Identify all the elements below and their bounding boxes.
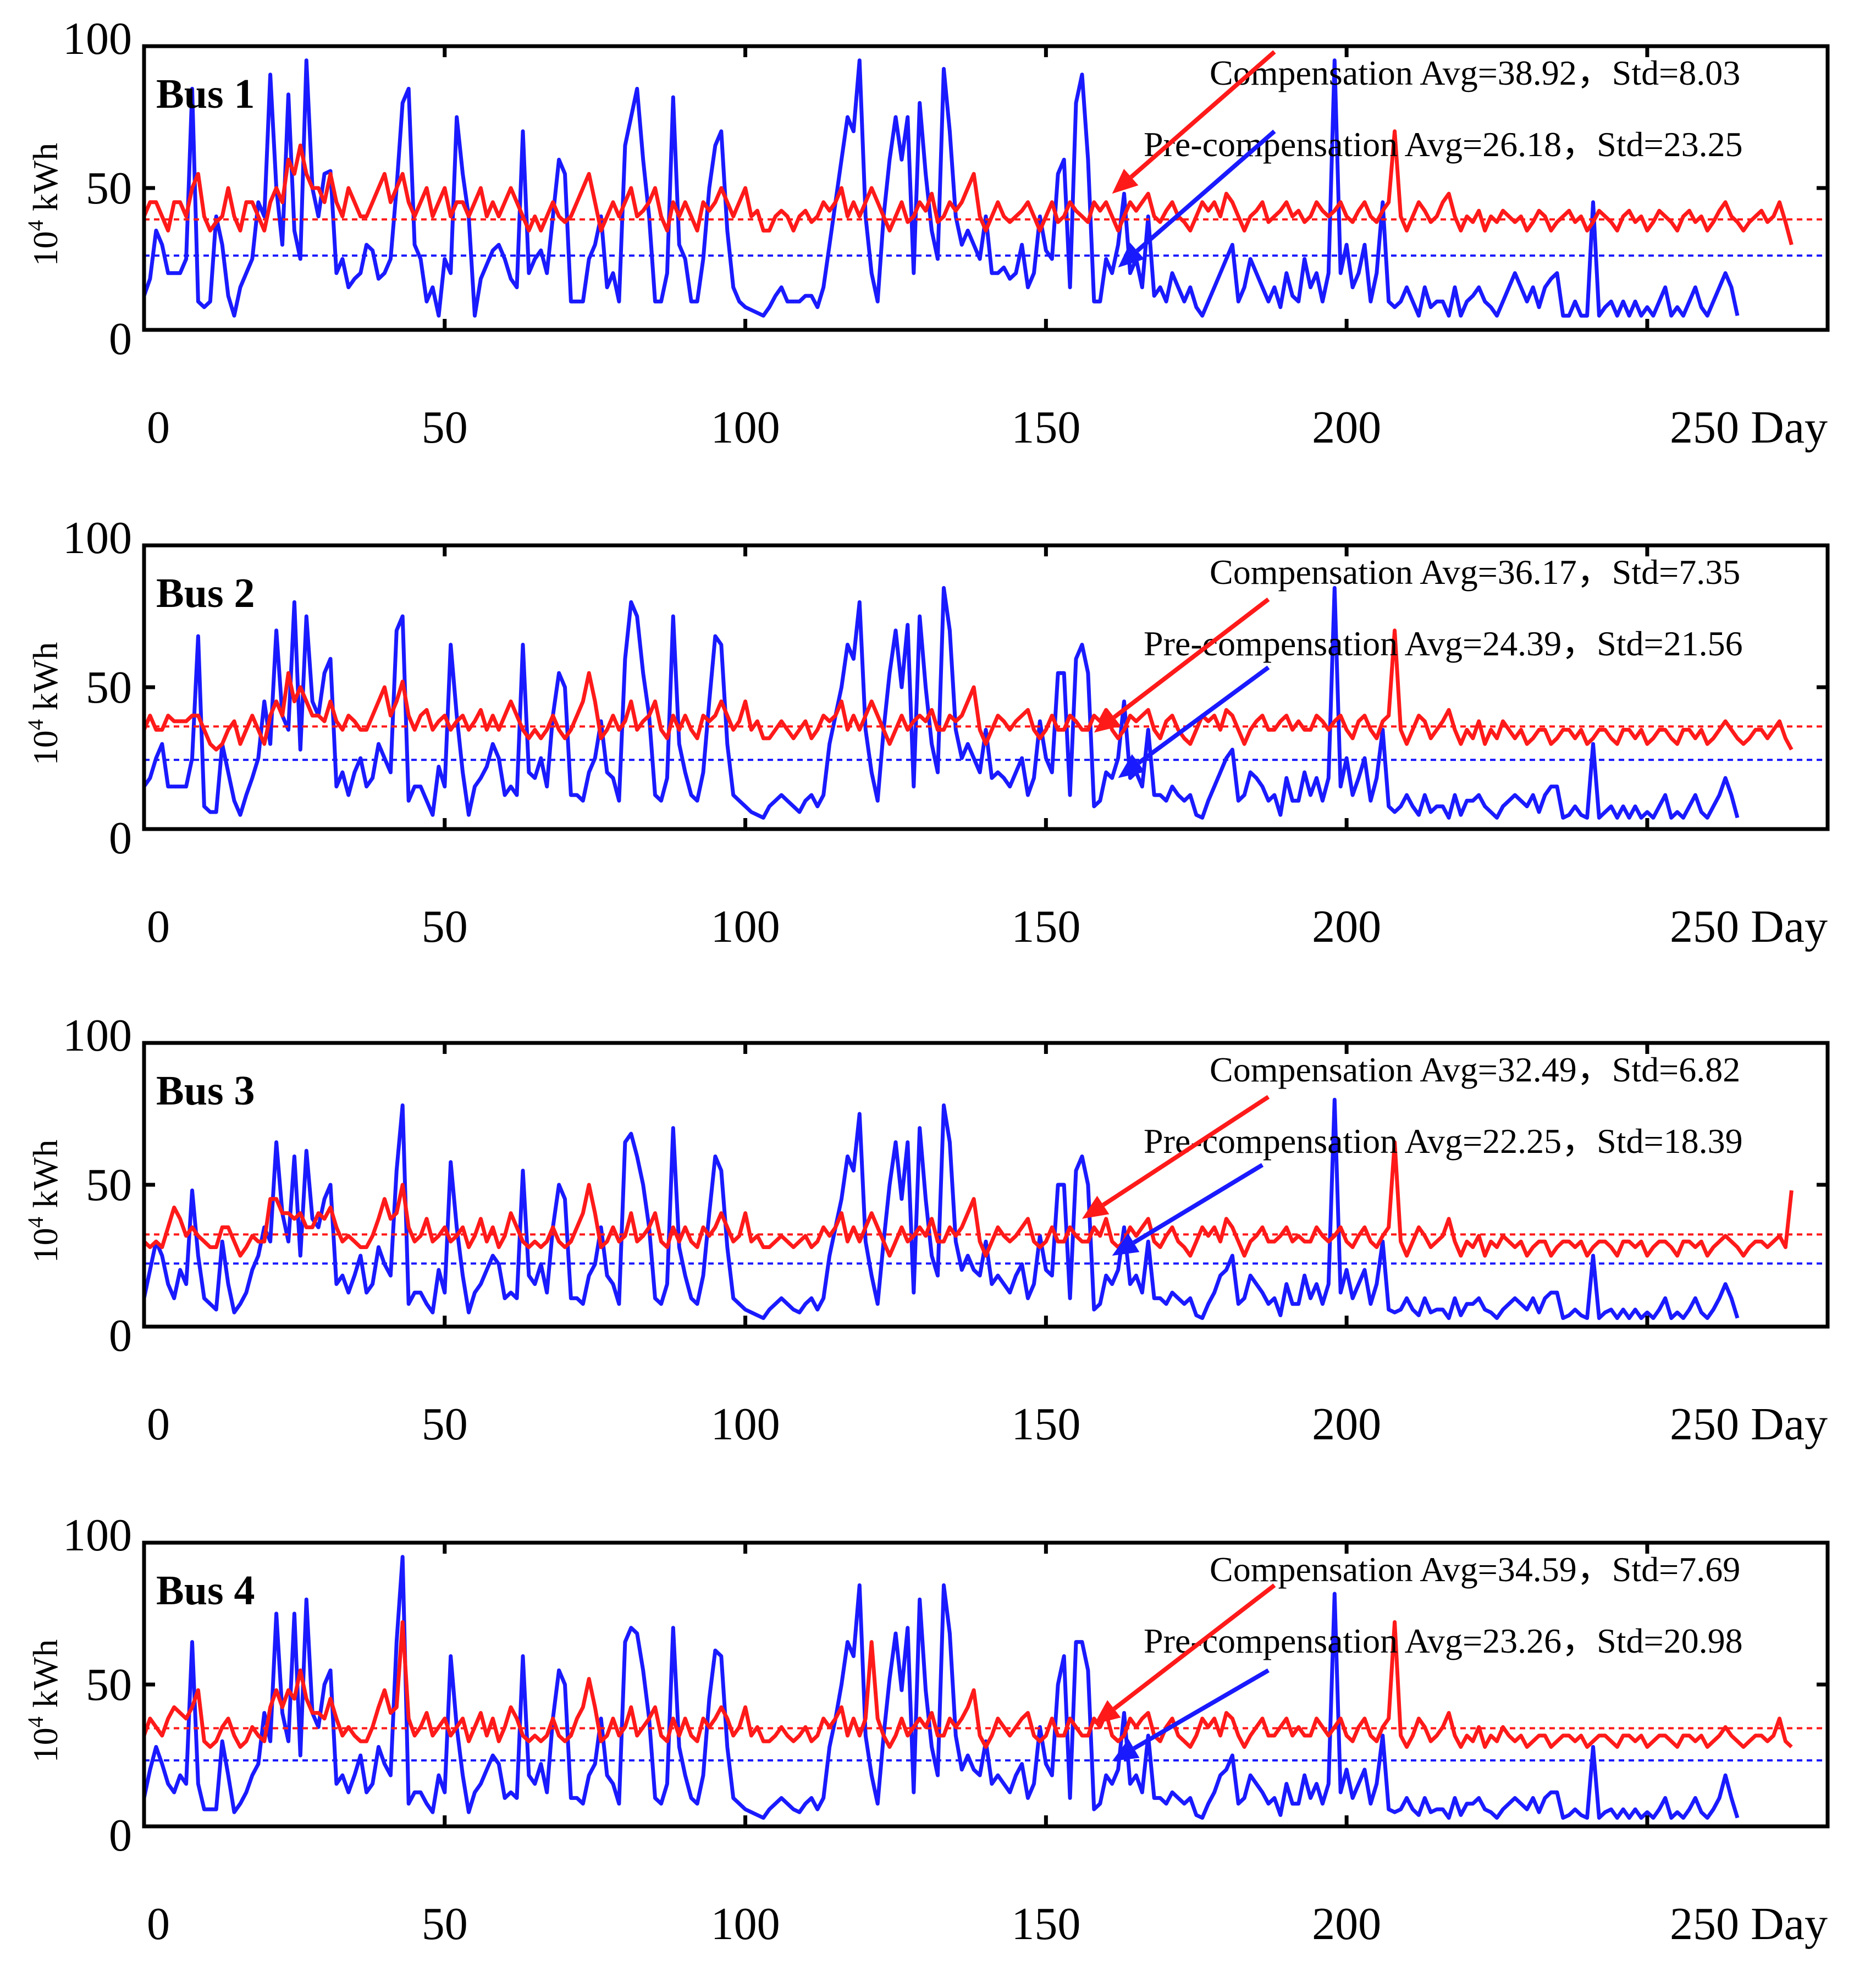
- x-tick-label: 50: [422, 901, 468, 952]
- x-tick-label: 200: [1312, 402, 1381, 453]
- x-tick-label: 150: [1011, 402, 1080, 453]
- pre-compensation-stats-text: Pre-compensation Avg=22.25，Std=18.39: [1144, 1122, 1743, 1161]
- compensation-arrow: [1094, 597, 1270, 733]
- compensation-stats-text: Compensation Avg=34.59，Std=7.69: [1210, 1550, 1740, 1589]
- x-tick-label: 50: [422, 1399, 468, 1450]
- chart-panel-bus-2: 0 50 100 150 200 250 Day 0 50 100 104 kWh Bus 2 Com…: [23, 512, 1830, 952]
- x-tick-label: 100: [711, 901, 780, 952]
- x-tick-label: 150: [1011, 1399, 1080, 1450]
- x-tick-label: 150: [1011, 1898, 1080, 1950]
- y-axis-label: 104 kWh: [23, 143, 65, 266]
- x-tick-label: 100: [711, 1898, 780, 1950]
- compensation-series-line: [142, 1620, 1793, 1749]
- compensation-stats-text: Compensation Avg=38.92，Std=8.03: [1210, 53, 1740, 92]
- x-tick-label: 200: [1312, 901, 1381, 952]
- x-tick-label: 0: [147, 1399, 170, 1450]
- compensation-arrow: [1082, 1095, 1270, 1219]
- y-tick-label: 0: [109, 1810, 132, 1861]
- x-tick-label: 250 Day: [1670, 402, 1828, 453]
- y-tick-label: 0: [109, 313, 132, 365]
- bus-label: Bus 1: [156, 71, 255, 117]
- x-tick-label: 0: [147, 901, 170, 952]
- bus-label: Bus 3: [156, 1068, 255, 1114]
- bus-label: Bus 2: [156, 570, 255, 616]
- x-tick-label: 100: [711, 1399, 780, 1450]
- pre-compensation-series-line: [142, 58, 1740, 318]
- x-tick-label: 50: [422, 1898, 468, 1950]
- y-axis-label: 104 kWh: [23, 642, 65, 765]
- x-tick-label: 250 Day: [1670, 1898, 1828, 1950]
- pre-compensation-series-line: [142, 586, 1740, 820]
- y-tick-label: 50: [86, 662, 132, 713]
- x-tick-label: 250 Day: [1670, 901, 1828, 952]
- pre-compensation-arrow: [1118, 665, 1270, 778]
- y-tick-label: 0: [109, 813, 132, 864]
- compensation-stats-text: Compensation Avg=32.49，Std=6.82: [1210, 1050, 1740, 1089]
- y-axis-label: 104 kWh: [23, 1639, 65, 1763]
- bus-label: Bus 4: [156, 1567, 255, 1614]
- pre-compensation-series-line: [142, 1097, 1740, 1320]
- pre-compensation-series-line: [142, 1555, 1740, 1820]
- x-tick-label: 100: [711, 402, 780, 453]
- y-tick-label: 50: [86, 1159, 132, 1211]
- y-tick-label: 100: [63, 1510, 132, 1561]
- pre-compensation-arrow: [1112, 1163, 1264, 1256]
- y-tick-label: 100: [63, 13, 132, 64]
- x-tick-label: 200: [1312, 1399, 1381, 1450]
- chart-panel-bus-3: 0 50 100 150 200 250 Day 0 50 100 104 kWh Bus 3 Com…: [23, 1010, 1830, 1450]
- y-tick-label: 0: [109, 1310, 132, 1361]
- x-tick-label: 50: [422, 402, 468, 453]
- compensation-arrow: [1094, 1583, 1276, 1725]
- y-tick-label: 50: [86, 163, 132, 214]
- x-tick-label: 0: [147, 1898, 170, 1950]
- chart-panel-bus-1: 0 50 100 150 200 250 Day 0 50 100 104 kWh Bus 1 Com…: [23, 13, 1830, 453]
- pre-compensation-stats-text: Pre-compensation Avg=26.18，Std=23.25: [1144, 125, 1743, 164]
- pre-compensation-stats-text: Pre-compensation Avg=24.39，Std=21.56: [1144, 624, 1743, 663]
- y-tick-label: 100: [63, 1010, 132, 1061]
- y-tick-label: 50: [86, 1659, 132, 1710]
- x-tick-label: 150: [1011, 901, 1080, 952]
- compensation-series-line: [142, 1140, 1794, 1258]
- chart-panel-bus-4: 0 50 100 150 200 250 Day 0 50 100 104 kWh Bus 4 Com…: [23, 1510, 1830, 1950]
- y-tick-label: 100: [63, 512, 132, 564]
- compensation-arrow: [1112, 50, 1276, 194]
- y-axis-label: 104 kWh: [23, 1140, 65, 1263]
- x-tick-label: 200: [1312, 1898, 1381, 1950]
- x-tick-label: 0: [147, 402, 170, 453]
- pre-compensation-stats-text: Pre-compensation Avg=23.26，Std=20.98: [1144, 1621, 1743, 1660]
- x-tick-label: 250 Day: [1670, 1399, 1828, 1450]
- pre-compensation-arrow: [1112, 1668, 1270, 1761]
- compensation-series-line: [142, 129, 1794, 246]
- pre-compensation-arrow: [1118, 129, 1276, 268]
- compensation-series-line: [142, 628, 1794, 752]
- compensation-stats-text: Compensation Avg=36.17，Std=7.35: [1210, 553, 1740, 592]
